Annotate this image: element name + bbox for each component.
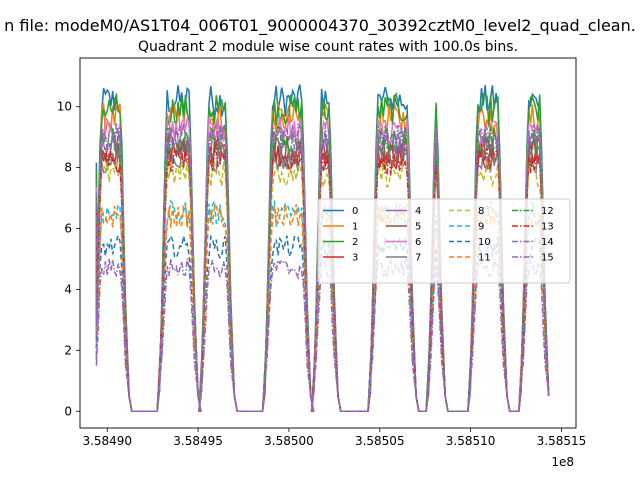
series-line-13 — [95, 144, 550, 413]
legend-label-14: 14 — [541, 237, 554, 248]
legend-label-10: 10 — [478, 237, 491, 248]
series-layer — [95, 84, 550, 413]
x-tick-label: 3.58490 — [82, 434, 132, 448]
series-line-11 — [95, 202, 550, 413]
legend-label-2: 2 — [352, 237, 358, 248]
axes-layer: 3.58490 3.58495 3.58500 3.58505 3.58510 3.585… — [57, 100, 587, 448]
x-tick-label: 3.58495 — [173, 434, 223, 448]
suptitle: n file: modeM0/AS1T04_006T01_9000004370_… — [4, 16, 636, 36]
chart-title: Quadrant 2 module wise count rates with … — [138, 39, 518, 55]
x-offset-label: 1e8 — [551, 455, 574, 469]
y-tick-label: 2 — [64, 343, 72, 357]
legend-label-4: 4 — [415, 206, 421, 217]
x-tick-label: 3.58515 — [537, 434, 587, 448]
legend-label-7: 7 — [415, 253, 421, 264]
y-tick-label: 6 — [64, 222, 72, 236]
legend-label-11: 11 — [478, 253, 491, 264]
legend-label-0: 0 — [352, 206, 358, 217]
y-tick-label: 8 — [64, 161, 72, 175]
plot-frame — [79, 57, 577, 429]
x-tick-label: 3.58505 — [355, 434, 405, 448]
y-tick-label: 4 — [64, 282, 72, 296]
x-tick-label: 3.58500 — [264, 434, 314, 448]
legend-label-15: 15 — [541, 253, 554, 264]
legend-label-6: 6 — [415, 237, 421, 248]
x-tick-label: 3.58510 — [446, 434, 496, 448]
legend-label-8: 8 — [478, 206, 484, 217]
legend-label-1: 1 — [352, 222, 358, 233]
legend-frame — [317, 198, 571, 284]
legend-label-9: 9 — [478, 222, 484, 233]
legend-label-13: 13 — [541, 222, 554, 233]
legend-label-5: 5 — [415, 222, 421, 233]
y-tick-label: 10 — [57, 100, 72, 114]
legend-label-3: 3 — [352, 253, 358, 264]
legend-label-12: 12 — [541, 206, 554, 217]
y-tick-label: 0 — [64, 404, 72, 418]
